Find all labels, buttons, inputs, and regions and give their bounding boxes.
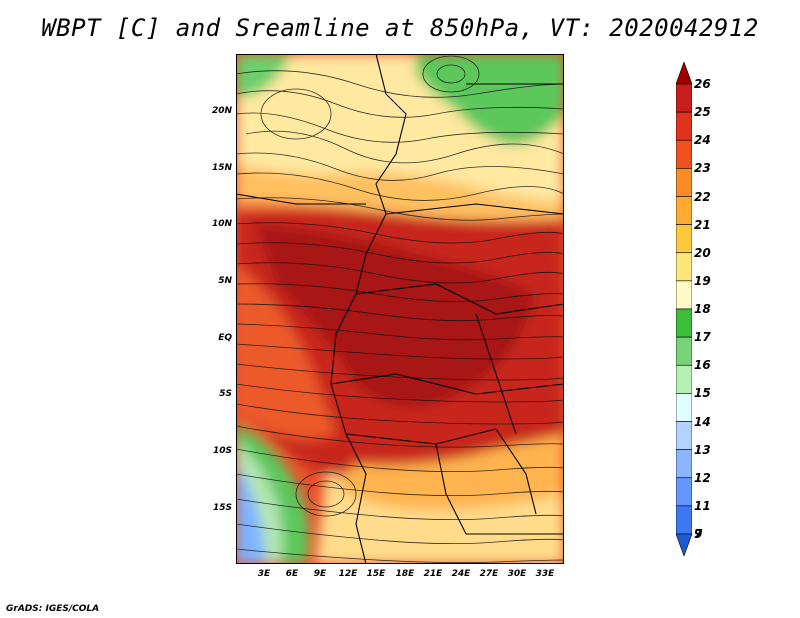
lat-label: EQ <box>218 333 232 343</box>
field-green-ne <box>416 54 564 145</box>
colorbar-tick-label: 12 <box>694 470 711 485</box>
colorbar-tick-label: 25 <box>694 105 711 120</box>
lon-label: 18E <box>395 569 415 579</box>
colorbar-tick-label: 20 <box>694 245 711 260</box>
field-dark-core <box>256 224 536 407</box>
lat-label: 20N <box>211 106 232 116</box>
map-plot <box>236 54 564 564</box>
colorbar-swatch <box>676 139 692 169</box>
colorbar <box>676 62 692 556</box>
field-south-yellow <box>336 434 564 510</box>
colorbar-swatch <box>676 449 692 479</box>
colorbar-tick-label: 19 <box>694 273 711 288</box>
lat-label: 5N <box>218 276 232 286</box>
colorbar-swatch <box>676 364 692 394</box>
colorbar-swatch <box>676 393 692 422</box>
colorbar-tick-label: 21 <box>694 217 711 232</box>
colorbar-tick-label: 18 <box>694 302 711 316</box>
colorbar-bottom-triangle <box>676 533 692 556</box>
lon-label: 12E <box>338 569 358 579</box>
colorbar-swatch <box>676 224 692 254</box>
field-green-nw <box>236 54 291 99</box>
colorbar-tick-label: 17 <box>694 330 711 345</box>
lat-label: 10N <box>211 219 232 229</box>
colorbar-swatch <box>676 308 692 338</box>
colorbar-top-triangle <box>676 62 692 85</box>
colorbar-tick-label: 13 <box>694 442 711 457</box>
colorbar-tick-label: 14 <box>694 414 711 429</box>
colorbar-tick-label: 15 <box>694 386 711 401</box>
colorbar-swatch <box>676 477 692 507</box>
lon-label: 30E <box>507 569 527 579</box>
colorbar-swatch <box>676 505 692 535</box>
credit-text: GrADS: IGES/COLA <box>6 604 100 614</box>
lon-label: 9E <box>313 569 327 579</box>
streamlines <box>236 55 564 564</box>
colorbar-swatch <box>676 280 692 310</box>
lon-label: 15E <box>366 569 386 579</box>
colorbar-tick-label: 26 <box>694 77 711 91</box>
colorbar-swatch <box>676 421 692 450</box>
colorbar-tick-label: 7 <box>694 527 703 541</box>
colorbar-tick-label: 11 <box>694 498 711 513</box>
colorbar-tick-label: 24 <box>694 133 711 148</box>
field-west-orange <box>236 264 336 440</box>
colorbar-swatch <box>676 196 692 225</box>
lat-label: 5S <box>219 389 232 399</box>
lat-label: 15S <box>212 503 232 513</box>
colorbar-swatch <box>676 83 692 113</box>
lon-label: 3E <box>257 569 271 579</box>
country-borders <box>236 54 564 564</box>
lat-label: 10S <box>212 446 232 456</box>
lon-label: 6E <box>285 569 299 579</box>
colorbar-swatch <box>676 252 692 282</box>
colorbar-tick-label: 23 <box>694 161 711 176</box>
lon-label: 24E <box>451 569 471 579</box>
field-sw-blue <box>236 464 265 564</box>
colorbar-swatch <box>676 336 692 366</box>
colorbar-tick-label: 22 <box>694 189 711 204</box>
chart-title: WBPT [C] and Sreamline at 850hPa, VT: 20… <box>41 14 759 42</box>
lat-label: 15N <box>211 163 232 173</box>
lon-label: 33E <box>535 569 555 579</box>
colorbar-swatch <box>676 111 692 141</box>
lon-label: 27E <box>479 569 499 579</box>
colorbar-swatch <box>676 168 692 197</box>
colorbar-tick-label: 9 <box>694 527 703 541</box>
colorbar-tick-label: 16 <box>694 358 711 373</box>
map-frame <box>236 54 564 564</box>
lon-label: 21E <box>423 569 443 579</box>
